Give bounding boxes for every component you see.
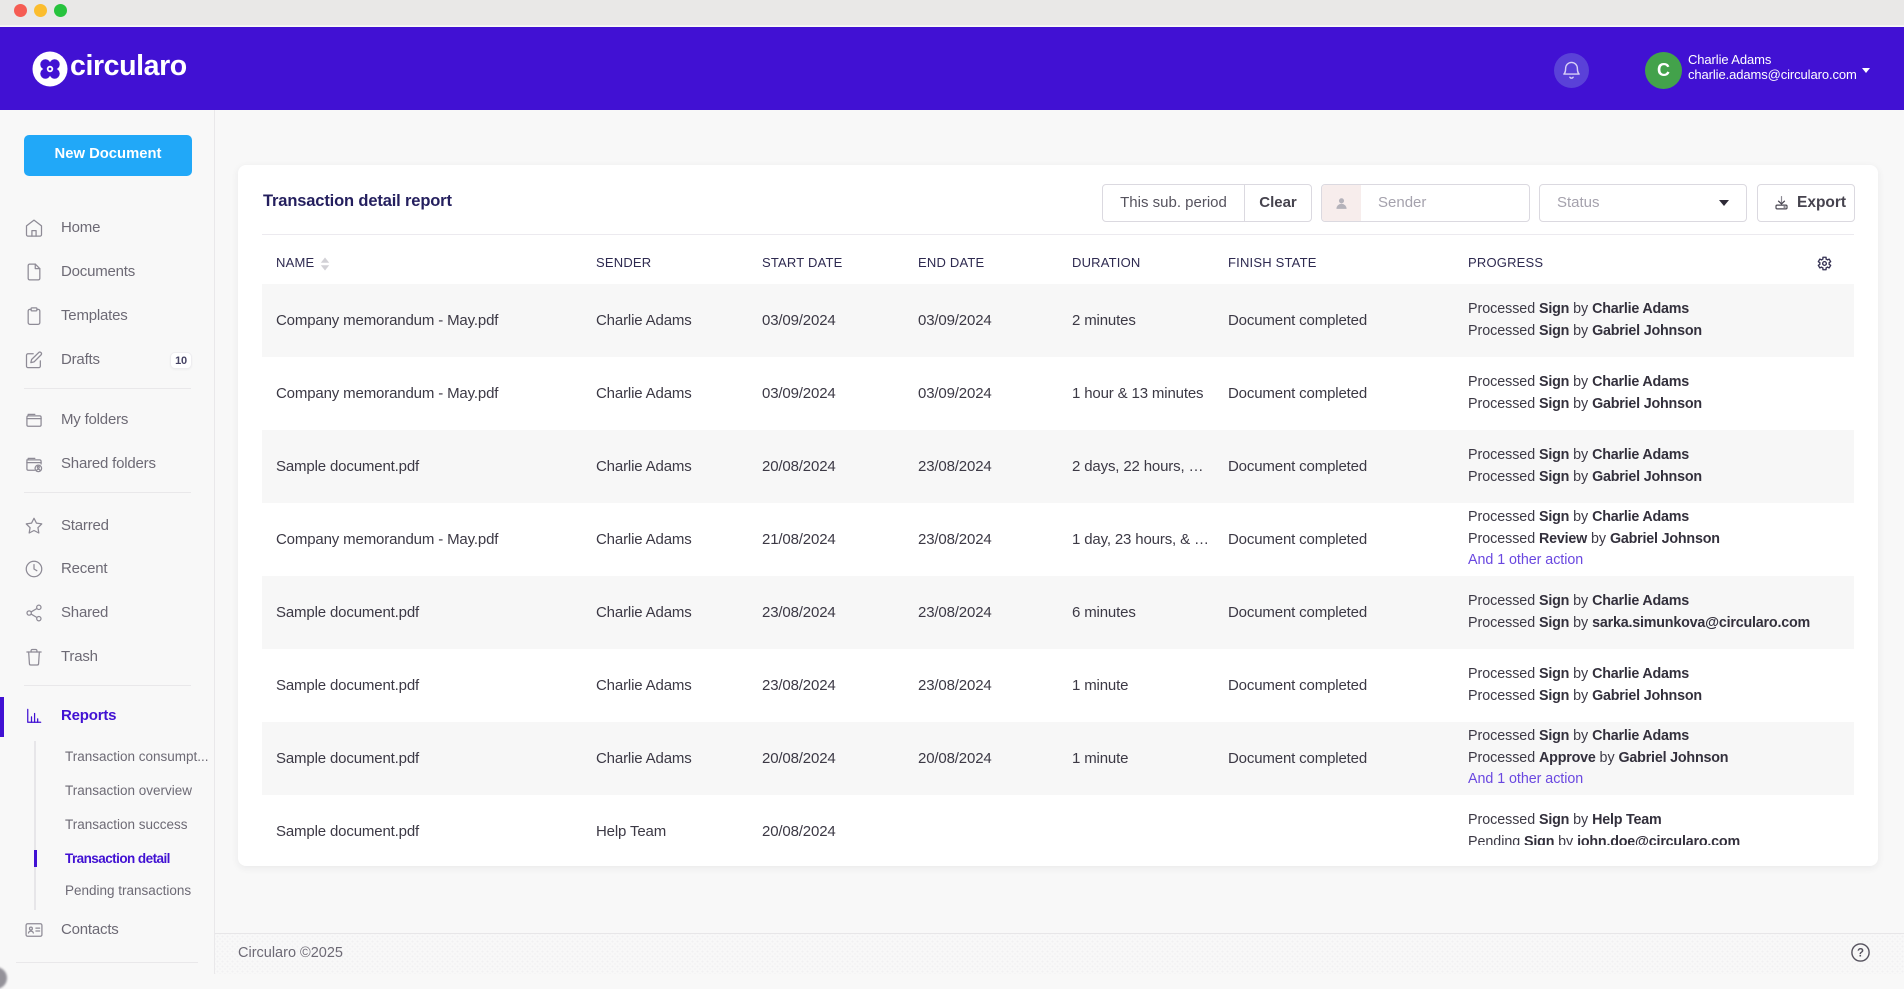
svg-text:?: ? — [1857, 948, 1864, 960]
